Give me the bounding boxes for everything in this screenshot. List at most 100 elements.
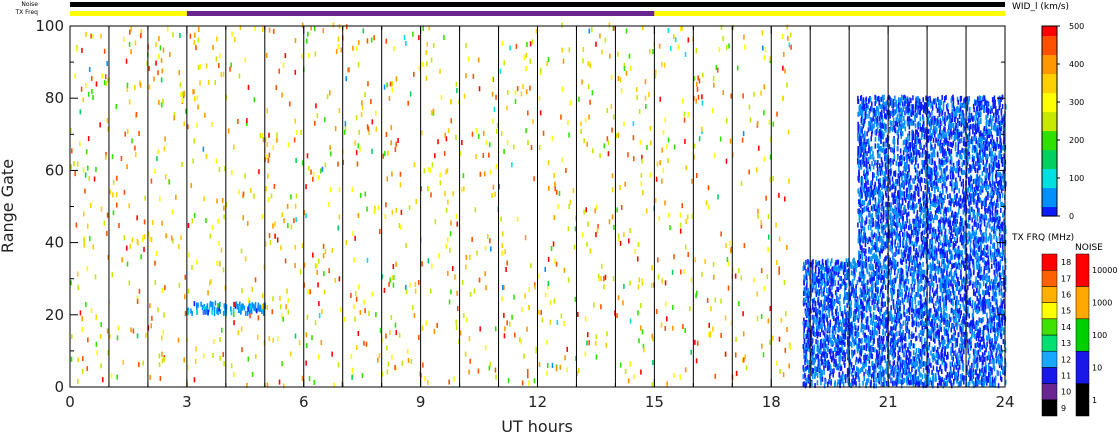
low-width-echo [960,131,963,138]
low-width-echo [813,279,816,286]
low-width-echo [833,382,836,388]
low-width-echo [987,218,990,224]
low-width-echo [846,322,848,328]
low-width-echo [901,119,903,125]
low-width-echo [999,353,1002,359]
low-width-echo [860,299,863,305]
low-width-echo [903,304,905,310]
low-width-echo [952,356,954,362]
low-width-echo [820,380,822,386]
low-width-echo [941,269,944,275]
low-width-echo [874,224,877,230]
low-width-echo [1000,308,1003,314]
low-width-echo [833,301,836,307]
low-width-echo [999,375,1002,381]
low-width-echo [901,259,903,266]
low-width-echo [960,286,963,292]
low-width-echo [949,151,951,157]
low-width-echo [944,351,946,357]
low-width-echo [899,267,901,273]
low-width-echo [820,284,822,290]
low-width-echo [898,305,901,312]
low-width-echo [214,300,217,306]
low-width-echo [826,296,828,302]
low-width-echo [936,366,938,372]
low-width-echo [977,329,979,335]
low-width-echo [928,280,930,286]
low-width-echo [848,369,851,375]
low-width-echo [943,267,945,273]
low-width-echo [996,322,998,328]
low-width-echo [826,304,829,310]
low-width-echo [845,293,847,299]
low-width-echo [956,301,958,307]
low-width-echo [1001,314,1004,320]
low-width-echo [872,311,875,318]
low-width-echo [857,325,860,331]
low-width-echo [931,287,934,293]
low-width-echo [996,268,998,274]
low-width-echo [966,208,969,214]
low-width-echo [994,291,997,297]
low-width-echo [940,355,942,361]
low-width-echo [972,308,975,314]
low-width-echo [202,309,205,315]
low-width-echo [820,288,823,294]
low-width-echo [963,263,965,269]
low-width-echo [912,317,914,323]
low-width-echo [883,225,885,231]
low-width-echo [817,357,820,363]
low-width-echo [884,358,887,364]
low-width-echo [839,354,842,360]
low-width-echo [931,346,934,352]
low-width-echo [867,377,870,383]
low-width-echo [970,124,972,130]
low-width-echo [930,350,932,356]
low-width-echo [908,287,910,293]
low-width-echo [890,157,892,163]
low-width-echo [915,348,918,354]
low-width-echo [901,363,903,369]
low-width-echo [915,261,917,267]
low-width-echo [802,365,805,371]
low-width-echo [958,167,960,173]
low-width-echo [979,250,982,256]
low-width-echo [889,360,891,366]
low-width-echo [899,367,902,373]
low-width-echo [988,142,990,148]
low-width-echo [946,313,948,319]
low-width-echo [929,204,932,210]
low-width-echo [190,308,192,314]
low-width-echo [841,281,843,287]
low-width-echo [854,336,857,342]
low-width-echo [869,306,872,312]
low-width-echo [931,322,934,328]
low-width-echo [207,309,209,315]
low-width-echo [880,301,883,307]
low-width-echo [992,364,995,370]
low-width-echo [982,334,985,340]
low-width-echo [990,105,992,111]
low-width-echo [979,340,982,346]
low-width-echo [935,266,937,272]
low-width-echo [867,104,869,110]
noise-bar [70,2,1005,7]
low-width-echo [939,364,942,370]
low-width-echo [983,324,986,330]
low-width-echo [862,271,864,277]
low-width-echo [839,319,841,325]
low-width-echo [840,340,842,346]
low-width-echo [858,310,860,316]
low-width-echo [944,365,946,371]
low-width-echo [873,252,875,258]
low-width-echo [975,325,977,331]
low-width-echo [837,264,840,270]
low-width-echo [909,302,912,308]
low-width-echo [901,271,903,278]
low-width-echo [872,194,875,200]
low-width-echo [966,321,969,328]
low-width-echo [896,371,899,377]
low-width-echo [886,296,889,302]
low-width-echo [844,263,847,269]
low-width-echo [960,264,963,270]
